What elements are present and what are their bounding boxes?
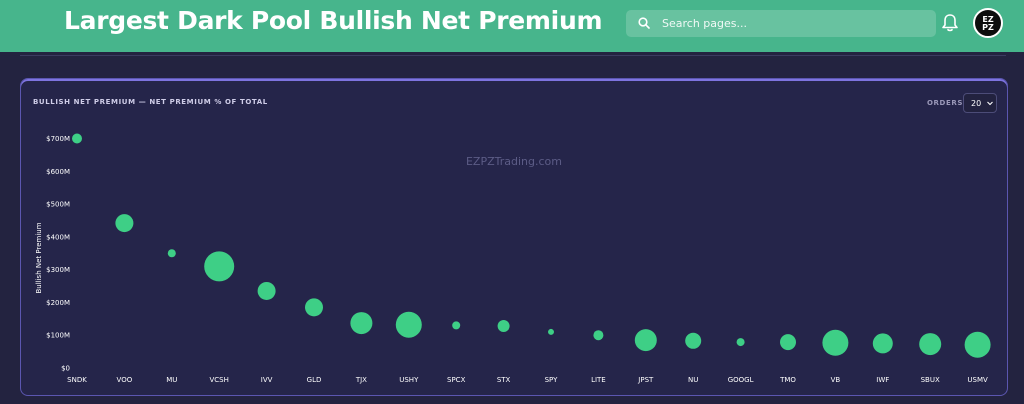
bubble-point[interactable]: [634, 329, 657, 352]
x-tick-label: USMV: [967, 376, 988, 384]
x-tick-label: SBUX: [921, 376, 940, 384]
bubble-point[interactable]: [919, 333, 942, 356]
chart-card-title: BULLISH NET PREMIUM — NET PREMIUM % OF T…: [33, 98, 268, 106]
search-input[interactable]: [662, 10, 922, 37]
bubble-point[interactable]: [872, 333, 893, 354]
bubble-point[interactable]: [72, 133, 82, 144]
top-header: Largest Dark Pool Bullish Net Premium EZ…: [0, 0, 1024, 52]
x-tick-label: IWF: [876, 376, 889, 384]
x-tick-label: VB: [831, 376, 841, 384]
x-tick-label: TMO: [779, 376, 796, 384]
y-tick-label: $400M: [46, 233, 70, 241]
y-tick-label: $500M: [46, 201, 70, 209]
orders-label: ORDERS: [927, 99, 963, 107]
x-tick-label: TJX: [355, 376, 367, 384]
chart-watermark: EZPZTrading.com: [466, 155, 562, 168]
y-tick-label: $700M: [46, 135, 70, 143]
x-tick-label: NU: [688, 376, 698, 384]
x-tick-label: SPCX: [447, 376, 466, 384]
bubble-point[interactable]: [115, 214, 134, 233]
bubble-point[interactable]: [167, 249, 176, 258]
search-box[interactable]: [626, 10, 936, 37]
x-tick-label: LITE: [591, 376, 606, 384]
bubble-point[interactable]: [822, 329, 849, 356]
search-icon: [638, 17, 650, 29]
y-tick-label: $200M: [46, 299, 70, 307]
orders-select[interactable]: 20: [963, 93, 997, 113]
x-tick-label: MU: [166, 376, 177, 384]
bubble-point[interactable]: [685, 332, 702, 349]
bubble-point[interactable]: [497, 320, 510, 333]
bubble-point[interactable]: [395, 311, 422, 338]
chevron-down-icon: [987, 101, 993, 106]
bubble-point[interactable]: [548, 328, 554, 335]
x-tick-label: VOO: [117, 376, 133, 384]
avatar-text-bottom: PZ: [982, 23, 994, 32]
avatar[interactable]: EZ PZ: [973, 8, 1003, 38]
x-tick-label: GLD: [307, 376, 322, 384]
x-tick-label: USHY: [399, 376, 419, 384]
bubble-point[interactable]: [452, 321, 461, 330]
bubble-point[interactable]: [964, 331, 991, 358]
y-tick-label: $100M: [46, 332, 70, 340]
bubble-point[interactable]: [736, 338, 745, 347]
bubble-point[interactable]: [350, 312, 373, 335]
orders-select-value: 20: [971, 99, 982, 108]
x-tick-label: VCSH: [210, 376, 229, 384]
header-divider: [20, 55, 1006, 56]
y-tick-label: $300M: [46, 266, 70, 274]
bubble-point[interactable]: [780, 334, 796, 351]
y-axis-title: Bullish Net Premium: [35, 222, 43, 293]
page-title: Largest Dark Pool Bullish Net Premium: [64, 6, 603, 35]
x-tick-label: SPY: [545, 376, 559, 384]
y-tick-label: $600M: [46, 168, 70, 176]
x-tick-label: IVV: [261, 376, 273, 384]
bubble-point[interactable]: [593, 330, 604, 341]
x-tick-label: GOOGL: [728, 376, 754, 384]
bubble-point[interactable]: [204, 251, 235, 282]
x-tick-label: SNDK: [67, 376, 87, 384]
bubble-point[interactable]: [305, 298, 323, 317]
notification-bell-icon[interactable]: [941, 13, 959, 33]
x-tick-label: JPST: [637, 376, 654, 384]
y-tick-label: $0: [61, 365, 70, 373]
avatar-text-top: EZ: [982, 15, 994, 24]
bubble-point[interactable]: [257, 281, 276, 300]
x-tick-label: STX: [497, 376, 511, 384]
